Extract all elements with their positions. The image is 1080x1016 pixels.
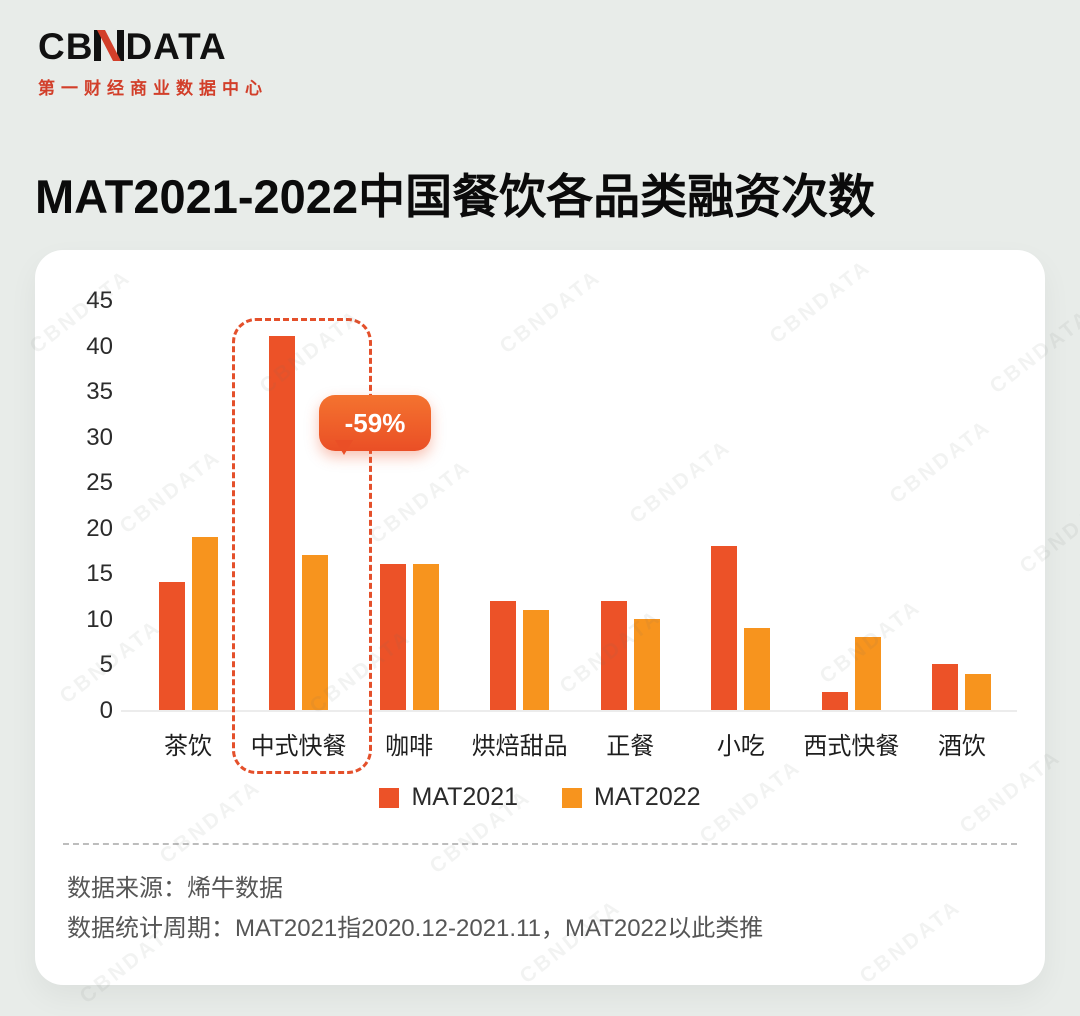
bar-mat2022 <box>744 628 771 710</box>
bar-mat2021 <box>711 546 738 710</box>
y-tick-label: 45 <box>86 287 113 314</box>
legend-item: MAT2021 <box>379 783 518 812</box>
highlight-dashed-box <box>232 318 372 774</box>
bar-pair <box>490 300 550 710</box>
bar-pair <box>158 300 218 710</box>
bar-group: 正餐 <box>575 300 685 761</box>
bar-group: 西式快餐 <box>796 300 906 761</box>
bar-pair <box>932 300 992 710</box>
annotation-callout: -59% <box>319 395 431 455</box>
bar-pair <box>269 300 329 710</box>
y-tick-label: 5 <box>99 651 113 679</box>
bar-mat2021 <box>821 691 848 710</box>
category-label: 小吃 <box>716 733 765 760</box>
category-label: 正餐 <box>606 733 655 760</box>
bar-group: 咖啡 <box>354 300 464 761</box>
y-tick-label: 0 <box>99 697 113 724</box>
y-tick-label: 30 <box>86 423 113 451</box>
data-period-note: 数据统计周期：MAT2021指2020.12-2021.11，MAT2022以此… <box>67 915 764 942</box>
bar-mat2022 <box>965 673 992 710</box>
bar-group: 茶饮 <box>133 300 243 761</box>
category-label: 中式快餐 <box>250 733 347 760</box>
category-label: 烘焙甜品 <box>471 733 568 760</box>
bar-pair <box>379 300 439 710</box>
bar-group: 酒饮 <box>907 300 1017 761</box>
chart-card: 0 5 10 15 20 25 30 35 40 45 茶饮 中式快餐 咖啡 烘焙甜品 正餐 小吃 西式快餐 酒… <box>35 250 1045 985</box>
dashed-divider <box>63 843 1017 845</box>
bar-pair <box>711 300 771 710</box>
logo-subtitle: 第一财经商业数据中心 <box>38 79 268 98</box>
bar-mat2022 <box>302 555 329 710</box>
annotation-label: -59% <box>344 407 406 438</box>
legend-swatch <box>562 787 582 808</box>
bar-mat2021 <box>932 664 959 710</box>
x-axis-baseline <box>121 710 1017 712</box>
bar-mat2021 <box>269 336 296 710</box>
logo-text-data: DATA <box>125 26 227 67</box>
legend: MAT2021 MAT2022 <box>35 783 1045 812</box>
legend-item: MAT2022 <box>562 783 701 812</box>
bar-mat2021 <box>158 582 185 710</box>
logo-text-cb: CB <box>38 26 94 67</box>
chart-area: 0 5 10 15 20 25 30 35 40 45 茶饮 中式快餐 咖啡 烘焙甜品 正餐 小吃 西式快餐 酒… <box>35 250 1045 810</box>
logo-n-icon <box>94 26 125 68</box>
bar-group: 中式快餐 <box>244 300 354 761</box>
page-title: MAT2021-2022中国餐饮各品类融资次数 <box>35 170 876 224</box>
bar-mat2021 <box>379 564 406 710</box>
category-label: 西式快餐 <box>803 733 900 760</box>
bar-group: 烘焙甜品 <box>465 300 575 761</box>
category-label: 茶饮 <box>164 733 212 760</box>
bar-mat2022 <box>854 637 881 710</box>
legend-label: MAT2022 <box>594 783 701 811</box>
bar-pair <box>821 300 881 710</box>
bar-mat2022 <box>633 618 660 710</box>
header: CB DATA 第一财经商业数据中心 <box>38 26 268 99</box>
data-source-note: 数据来源：烯牛数据 <box>67 875 283 902</box>
y-tick-label: 35 <box>86 378 113 406</box>
legend-label: MAT2021 <box>411 783 518 811</box>
bar-mat2022 <box>191 536 218 710</box>
y-tick-label: 15 <box>86 560 113 588</box>
bar-mat2022 <box>412 564 439 710</box>
y-tick-label: 40 <box>86 332 113 360</box>
category-label: 酒饮 <box>937 733 986 760</box>
y-tick-label: 10 <box>86 605 113 633</box>
bar-group: 小吃 <box>686 300 796 761</box>
y-tick-label: 20 <box>86 514 113 542</box>
cbndata-logo: CB DATA <box>38 26 268 68</box>
plot-area: 茶饮 中式快餐 咖啡 烘焙甜品 正餐 小吃 西式快餐 酒饮 <box>121 300 1017 761</box>
bar-mat2021 <box>490 600 517 710</box>
legend-swatch <box>379 787 400 808</box>
bar-pair <box>600 300 660 710</box>
category-label: 咖啡 <box>385 733 434 760</box>
bar-mat2022 <box>523 609 550 710</box>
y-axis: 0 5 10 15 20 25 30 35 40 45 <box>35 250 121 724</box>
y-tick-label: 25 <box>86 469 113 497</box>
bar-mat2021 <box>600 600 627 710</box>
